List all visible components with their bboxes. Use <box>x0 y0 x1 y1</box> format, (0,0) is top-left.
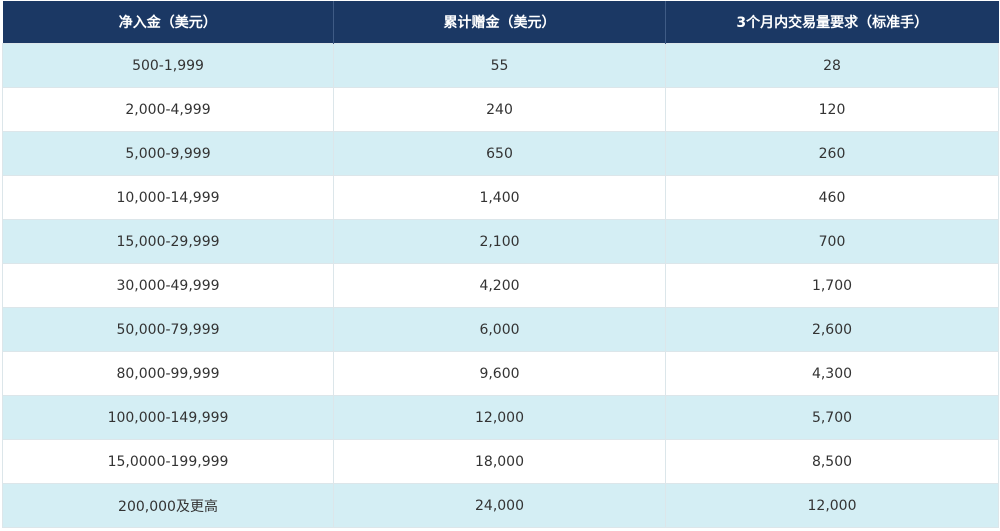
table-row: 5,000-9,999 650 260 <box>2 131 999 176</box>
table-row: 15,0000-199,999 18,000 8,500 <box>2 439 999 484</box>
table-row: 100,000-149,999 12,000 5,700 <box>2 395 999 440</box>
cell-volume-requirement: 260 <box>665 131 999 176</box>
cell-net-deposit: 30,000-49,999 <box>2 263 334 308</box>
cell-volume-requirement: 460 <box>665 175 999 220</box>
cell-net-deposit: 100,000-149,999 <box>2 395 334 440</box>
cell-cumulative-bonus: 2,100 <box>333 219 666 264</box>
cell-volume-requirement: 12,000 <box>665 483 999 528</box>
cell-cumulative-bonus: 24,000 <box>333 483 666 528</box>
table-row: 15,000-29,999 2,100 700 <box>2 219 999 264</box>
table-header-row: 净入金（美元） 累计赠金（美元） 3个月内交易量要求（标准手） <box>2 1 999 44</box>
table-row: 500-1,999 55 28 <box>2 43 999 88</box>
cell-volume-requirement: 8,500 <box>665 439 999 484</box>
cell-cumulative-bonus: 4,200 <box>333 263 666 308</box>
cell-volume-requirement: 1,700 <box>665 263 999 308</box>
cell-volume-requirement: 5,700 <box>665 395 999 440</box>
table-row: 2,000-4,999 240 120 <box>2 87 999 132</box>
cell-net-deposit: 500-1,999 <box>2 43 334 88</box>
cell-net-deposit: 80,000-99,999 <box>2 351 334 396</box>
header-cumulative-bonus: 累计赠金（美元） <box>333 1 666 44</box>
table-row: 80,000-99,999 9,600 4,300 <box>2 351 999 396</box>
cell-cumulative-bonus: 240 <box>333 87 666 132</box>
header-volume-requirement: 3个月内交易量要求（标准手） <box>665 1 999 44</box>
cell-volume-requirement: 28 <box>665 43 999 88</box>
cell-cumulative-bonus: 55 <box>333 43 666 88</box>
cell-net-deposit: 15,0000-199,999 <box>2 439 334 484</box>
cell-volume-requirement: 700 <box>665 219 999 264</box>
cell-volume-requirement: 120 <box>665 87 999 132</box>
cell-net-deposit: 10,000-14,999 <box>2 175 334 220</box>
cell-net-deposit: 50,000-79,999 <box>2 307 334 352</box>
cell-cumulative-bonus: 650 <box>333 131 666 176</box>
cell-net-deposit: 2,000-4,999 <box>2 87 334 132</box>
cell-cumulative-bonus: 18,000 <box>333 439 666 484</box>
cell-net-deposit: 200,000及更高 <box>2 483 334 528</box>
table-row: 50,000-79,999 6,000 2,600 <box>2 307 999 352</box>
cell-volume-requirement: 2,600 <box>665 307 999 352</box>
cell-cumulative-bonus: 1,400 <box>333 175 666 220</box>
cell-cumulative-bonus: 9,600 <box>333 351 666 396</box>
table-row: 30,000-49,999 4,200 1,700 <box>2 263 999 308</box>
table-row: 10,000-14,999 1,400 460 <box>2 175 999 220</box>
table-body: 500-1,999 55 28 2,000-4,999 240 120 5,00… <box>2 43 999 528</box>
header-net-deposit: 净入金（美元） <box>2 1 334 44</box>
cell-cumulative-bonus: 6,000 <box>333 307 666 352</box>
cell-net-deposit: 5,000-9,999 <box>2 131 334 176</box>
cell-volume-requirement: 4,300 <box>665 351 999 396</box>
table-row: 200,000及更高 24,000 12,000 <box>2 483 999 528</box>
cell-net-deposit: 15,000-29,999 <box>2 219 334 264</box>
cell-cumulative-bonus: 12,000 <box>333 395 666 440</box>
